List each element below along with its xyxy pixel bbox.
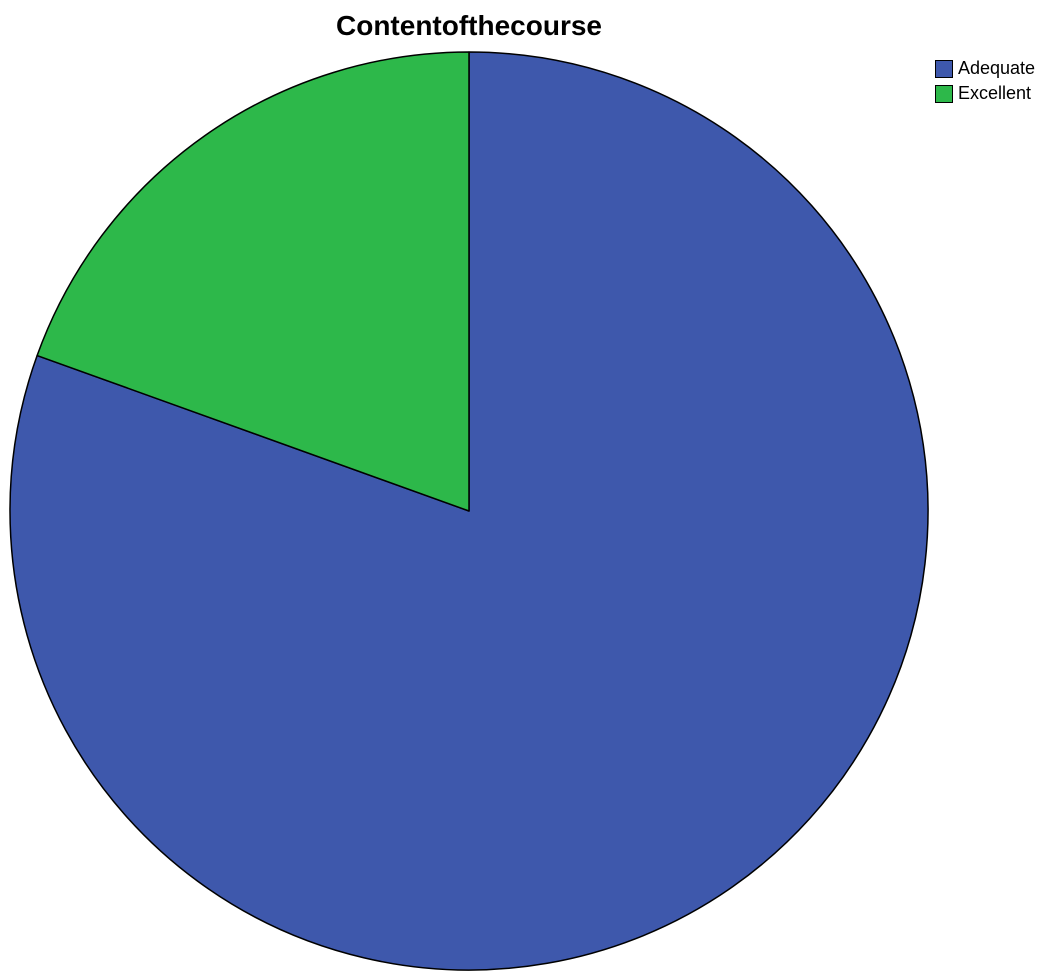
pie-chart (9, 51, 929, 971)
legend-item-adequate: Adequate (935, 56, 1035, 81)
legend-label-excellent: Excellent (958, 83, 1032, 103)
pie-slice-excellent (36, 51, 470, 512)
legend-item-excellent: Excellent (935, 81, 1035, 106)
chart-title: Contentofthecourse (336, 10, 602, 41)
legend-swatch-adequate (935, 59, 953, 78)
legend: Adequate Excellent (935, 56, 1035, 106)
pie-slice-adequate (9, 51, 929, 971)
legend-label-adequate: Adequate (958, 58, 1036, 78)
legend-swatch-excellent (935, 84, 953, 103)
